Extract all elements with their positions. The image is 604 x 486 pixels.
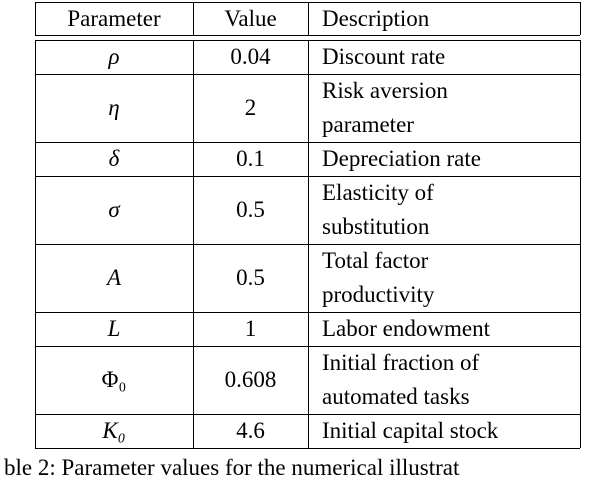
- parameter-value: 4.6: [236, 418, 265, 443]
- row-rule: [35, 176, 580, 177]
- parameter-description: parameter: [322, 112, 414, 137]
- header-top-rule: [35, 2, 580, 3]
- row-rule: [35, 142, 580, 143]
- column-rule: [580, 2, 581, 35]
- header-cell: Description: [322, 6, 430, 31]
- table-caption: ble 2: Parameter values for the numerica…: [4, 455, 460, 480]
- parameter-symbol: ρ: [108, 44, 120, 69]
- parameter-symbol: η: [108, 95, 120, 120]
- column-rule: [193, 2, 194, 35]
- column-rule: [308, 2, 309, 35]
- column-rule: [308, 40, 309, 448]
- parameter-value: 0.1: [236, 146, 265, 171]
- header-cell: Value: [224, 6, 277, 31]
- parameter-symbol: K₀: [102, 418, 126, 443]
- parameter-description: Initial fraction of: [322, 350, 480, 375]
- column-rule: [580, 40, 581, 448]
- parameter-value: 0.04: [230, 44, 271, 69]
- parameter-description: Labor endowment: [322, 316, 490, 341]
- column-rule: [35, 2, 36, 35]
- parameter-symbol: L: [107, 316, 121, 341]
- parameter-value: 1: [244, 316, 257, 341]
- parameter-symbol: Φ₀: [101, 367, 127, 392]
- parameter-value: 2: [244, 95, 257, 120]
- parameter-description: Depreciation rate: [322, 146, 481, 171]
- column-rule: [35, 40, 36, 448]
- header-cell: Parameter: [67, 6, 161, 31]
- parameter-symbol: δ: [108, 146, 120, 171]
- row-rule: [35, 346, 580, 347]
- parameter-description: Total factor: [322, 248, 429, 273]
- row-rule: [35, 448, 580, 449]
- parameter-description: Initial capital stock: [322, 418, 499, 443]
- parameter-description: substitution: [322, 214, 430, 239]
- parameter-value: 0.608: [224, 367, 277, 392]
- parameter-description: Discount rate: [322, 44, 446, 69]
- parameter-description: automated tasks: [322, 384, 470, 409]
- parameter-description: Risk aversion: [322, 78, 448, 103]
- parameter-value: 0.5: [236, 265, 265, 290]
- row-rule: [35, 244, 580, 245]
- row-rule: [35, 74, 580, 75]
- body-top-rule: [35, 40, 580, 41]
- column-rule: [193, 40, 194, 448]
- parameter-description: Elasticity of: [322, 180, 434, 205]
- parameter-value: 0.5: [236, 197, 265, 222]
- parameter-description: productivity: [322, 282, 435, 307]
- parameter-symbol: σ: [108, 197, 120, 222]
- header-bottom-rule: [35, 35, 580, 36]
- row-rule: [35, 312, 580, 313]
- row-rule: [35, 414, 580, 415]
- parameter-symbol: A: [106, 265, 122, 290]
